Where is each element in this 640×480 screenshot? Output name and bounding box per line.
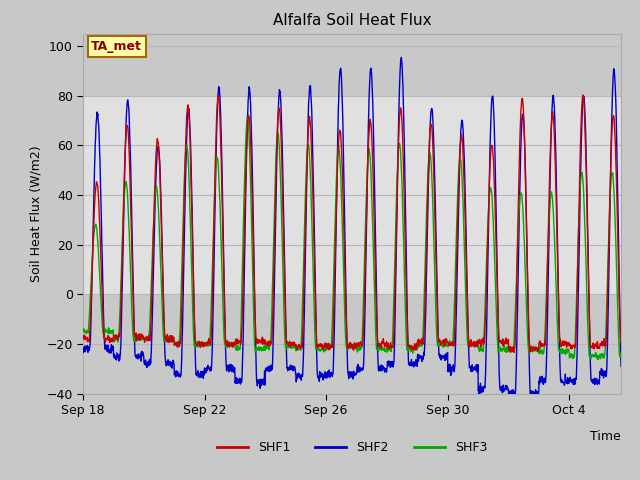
SHF3	[79, 328, 87, 334]
SHF1	[626, 341, 634, 347]
SHF2	[510, 395, 518, 401]
Line: SHF2: SHF2	[83, 58, 630, 398]
SHF2	[552, 130, 559, 135]
SHF2	[431, 183, 439, 189]
SHF2	[397, 55, 405, 60]
SHF2	[314, 374, 322, 380]
SHF1	[111, 332, 119, 338]
Legend: SHF1, SHF2, SHF3: SHF1, SHF2, SHF3	[212, 436, 492, 459]
Text: TA_met: TA_met	[92, 40, 142, 53]
SHF1	[371, 213, 378, 219]
SHF2	[79, 346, 87, 351]
SHF1	[314, 345, 322, 350]
Text: Time: Time	[590, 430, 621, 443]
SHF3	[551, 247, 559, 253]
SHF3	[431, 276, 439, 282]
SHF1	[323, 340, 330, 346]
Title: Alfalfa Soil Heat Flux: Alfalfa Soil Heat Flux	[273, 13, 431, 28]
Line: SHF3: SHF3	[83, 118, 630, 360]
SHF1	[79, 336, 87, 342]
SHF3	[111, 336, 119, 342]
SHF1	[551, 148, 559, 154]
SHF2	[111, 354, 119, 360]
SHF1	[510, 349, 518, 355]
Y-axis label: Soil Heat Flux (W/m2): Soil Heat Flux (W/m2)	[29, 145, 42, 282]
SHF3	[622, 357, 630, 362]
Line: SHF1: SHF1	[83, 95, 630, 352]
SHF3	[371, 290, 378, 296]
SHF3	[323, 343, 331, 349]
SHF2	[323, 370, 330, 376]
SHF3	[244, 115, 252, 120]
SHF2	[626, 373, 634, 379]
SHF1	[431, 200, 438, 205]
SHF2	[371, 162, 378, 168]
SHF3	[314, 347, 322, 353]
Bar	[83, 96, 621, 294]
SHF3	[626, 353, 634, 359]
SHF1	[579, 92, 587, 98]
